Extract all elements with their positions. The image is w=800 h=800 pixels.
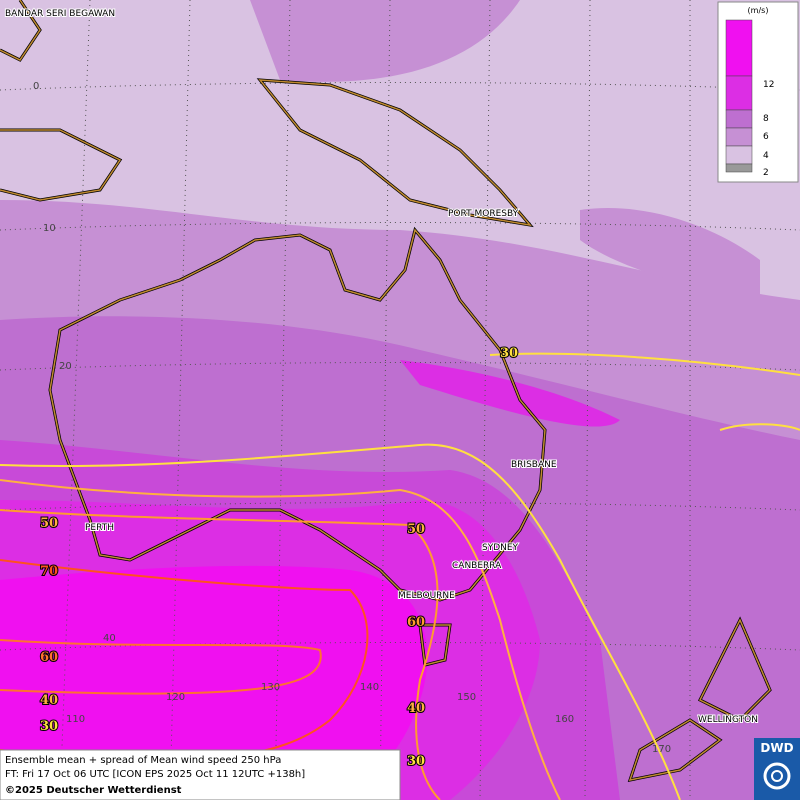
labels: BANDAR SERI BEGAWAN PORT MORESBY BRISBANE P… bbox=[4, 8, 759, 770]
legend-label: 6 bbox=[763, 132, 769, 142]
longitude-label: 130 bbox=[261, 682, 280, 693]
contour-label: 60 bbox=[407, 615, 425, 630]
city-label: SYDNEY bbox=[482, 543, 519, 553]
latitude-label: 40 bbox=[103, 633, 116, 644]
contour-label: 40 bbox=[407, 701, 425, 716]
contour-label: 70 bbox=[40, 564, 58, 579]
city-label: WELLINGTON bbox=[698, 715, 758, 725]
latitude-label: 10 bbox=[43, 223, 56, 234]
city-label: PORT MORESBY bbox=[448, 209, 519, 219]
logo: DWD bbox=[754, 738, 800, 800]
legend-label: 4 bbox=[763, 151, 769, 161]
contour-label: 30 bbox=[407, 754, 425, 769]
contour-label: 30 bbox=[40, 719, 58, 734]
city-label: MELBOURNE bbox=[398, 591, 455, 601]
contour-label: 30 bbox=[500, 346, 518, 361]
longitude-label: 170 bbox=[652, 744, 671, 755]
city-label: BRISBANE bbox=[511, 460, 557, 470]
caption-line: FT: Fri 17 Oct 06 UTC [ICON EPS 2025 Oct… bbox=[5, 769, 305, 780]
longitude-label: 110 bbox=[66, 714, 85, 725]
contour-label: 50 bbox=[40, 516, 58, 531]
logo-text: DWD bbox=[760, 741, 793, 755]
latitude-label: 0 bbox=[33, 81, 39, 92]
coastlines bbox=[0, 0, 772, 782]
contour-label: 40 bbox=[40, 693, 58, 708]
city-label: PERTH bbox=[85, 523, 114, 533]
latitude-label: 20 bbox=[59, 361, 72, 372]
city-label: BANDAR SERI BEGAWAN bbox=[5, 9, 115, 19]
contour-label: 60 bbox=[40, 650, 58, 665]
legend-unit: (m/s) bbox=[748, 6, 769, 15]
caption-line: ©2025 Deutscher Wetterdienst bbox=[5, 785, 182, 796]
legend-label: 8 bbox=[763, 114, 769, 124]
legend: (m/s) 12 8 6 4 2 bbox=[717, 1, 799, 183]
longitude-label: 150 bbox=[457, 692, 476, 703]
caption: Ensemble mean + spread of Mean wind spee… bbox=[0, 749, 401, 800]
contour-label: 50 bbox=[407, 522, 425, 537]
legend-label: 12 bbox=[763, 80, 774, 90]
caption-line: Ensemble mean + spread of Mean wind spee… bbox=[5, 755, 281, 766]
longitude-label: 140 bbox=[360, 682, 379, 693]
legend-label: 2 bbox=[763, 168, 769, 178]
city-label: CANBERRA bbox=[452, 561, 502, 571]
longitude-label: 120 bbox=[166, 692, 185, 703]
longitude-label: 160 bbox=[555, 714, 574, 725]
